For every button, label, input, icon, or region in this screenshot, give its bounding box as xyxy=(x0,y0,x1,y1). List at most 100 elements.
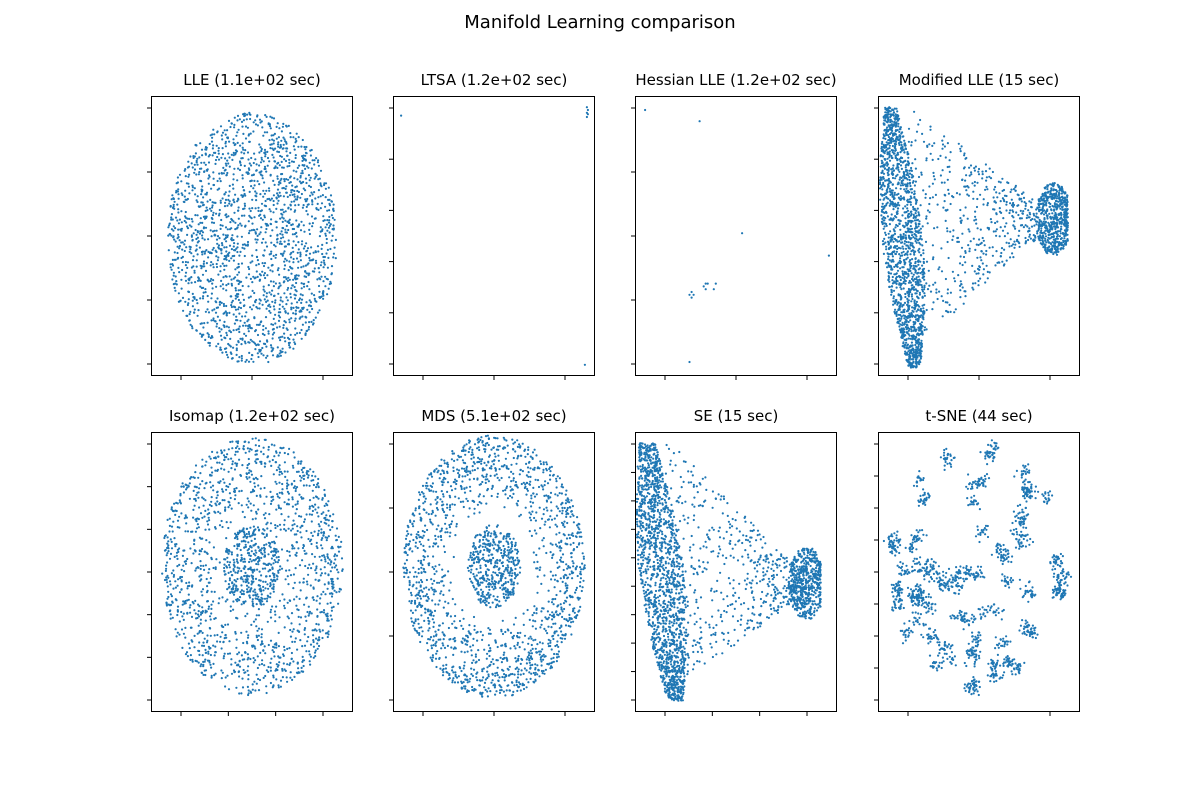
data-point xyxy=(907,299,910,302)
data-point xyxy=(972,288,975,291)
data-point xyxy=(208,142,211,146)
data-point xyxy=(994,201,997,204)
data-point xyxy=(915,225,918,228)
data-point xyxy=(236,537,239,541)
data-point xyxy=(288,164,291,167)
data-point xyxy=(1018,229,1021,232)
data-point xyxy=(990,221,993,224)
data-point xyxy=(224,214,227,217)
data-point xyxy=(183,195,186,198)
data-point xyxy=(1038,218,1041,221)
data-point xyxy=(982,252,985,255)
data-point xyxy=(995,250,998,253)
data-point xyxy=(900,282,903,285)
data-point xyxy=(895,187,898,190)
data-point xyxy=(180,192,183,195)
data-point xyxy=(922,140,926,143)
data-point xyxy=(1022,196,1026,199)
data-point xyxy=(241,174,244,177)
data-point xyxy=(249,657,252,661)
data-point xyxy=(237,206,240,209)
data-point xyxy=(287,220,290,223)
data-point xyxy=(259,299,262,302)
data-point xyxy=(276,241,279,244)
data-point xyxy=(1046,188,1049,191)
data-point xyxy=(895,239,898,242)
data-point xyxy=(940,181,943,184)
data-point xyxy=(1018,245,1021,248)
data-point xyxy=(261,218,264,221)
data-point xyxy=(267,587,270,590)
data-point xyxy=(310,215,314,218)
data-point xyxy=(895,211,898,214)
data-point xyxy=(1059,220,1063,224)
data-point xyxy=(294,141,297,144)
data-point xyxy=(885,133,888,137)
data-point xyxy=(931,244,934,247)
data-point xyxy=(277,195,280,198)
data-point xyxy=(167,249,170,252)
data-point xyxy=(280,173,283,176)
data-point xyxy=(887,119,890,122)
data-point xyxy=(220,172,224,175)
data-points xyxy=(644,108,830,364)
data-point xyxy=(259,210,262,213)
data-point xyxy=(206,321,209,324)
data-point xyxy=(298,597,301,600)
data-point xyxy=(254,301,257,304)
data-point xyxy=(280,130,283,133)
data-point xyxy=(1043,217,1046,220)
data-point xyxy=(233,322,236,325)
data-point xyxy=(881,164,884,167)
data-point xyxy=(277,504,280,507)
data-point xyxy=(209,198,212,201)
data-point xyxy=(1055,235,1059,238)
data-point xyxy=(287,228,290,232)
data-point xyxy=(221,131,225,134)
data-point xyxy=(1052,238,1055,241)
data-point xyxy=(218,319,221,322)
data-point xyxy=(307,280,310,284)
data-point xyxy=(1033,224,1036,227)
data-point xyxy=(201,154,204,157)
data-point xyxy=(1060,228,1063,231)
data-point xyxy=(237,128,240,131)
data-point xyxy=(226,228,229,231)
data-point xyxy=(1046,238,1049,242)
data-point xyxy=(225,331,228,334)
data-point xyxy=(913,215,916,218)
data-point xyxy=(889,230,892,233)
data-point xyxy=(296,195,299,198)
data-point xyxy=(298,164,301,167)
data-point xyxy=(237,197,240,200)
data-point xyxy=(263,249,266,252)
data-point xyxy=(966,217,969,220)
data-point xyxy=(195,329,198,332)
data-point xyxy=(215,285,218,288)
data-point xyxy=(906,256,909,259)
data-point xyxy=(920,321,923,324)
panel-title-modified-lle: Modified LLE (15 sec) xyxy=(898,71,1060,89)
data-point xyxy=(317,515,320,518)
data-point xyxy=(290,302,293,305)
data-point xyxy=(306,197,309,201)
data-point xyxy=(936,297,939,301)
data-point xyxy=(891,108,894,111)
data-point xyxy=(943,145,946,148)
data-point xyxy=(244,137,248,140)
data-point xyxy=(194,281,197,284)
data-point xyxy=(258,151,261,154)
data-point xyxy=(1045,241,1048,244)
data-point xyxy=(1065,204,1069,207)
data-point xyxy=(282,324,285,327)
data-point xyxy=(274,313,277,316)
data-point xyxy=(882,146,885,149)
data-point xyxy=(235,347,238,350)
data-point xyxy=(269,529,272,532)
data-point xyxy=(929,197,932,200)
data-point xyxy=(887,147,890,150)
data-point xyxy=(914,303,917,306)
data-point xyxy=(271,263,274,267)
data-point xyxy=(882,116,885,119)
data-point xyxy=(903,198,906,201)
